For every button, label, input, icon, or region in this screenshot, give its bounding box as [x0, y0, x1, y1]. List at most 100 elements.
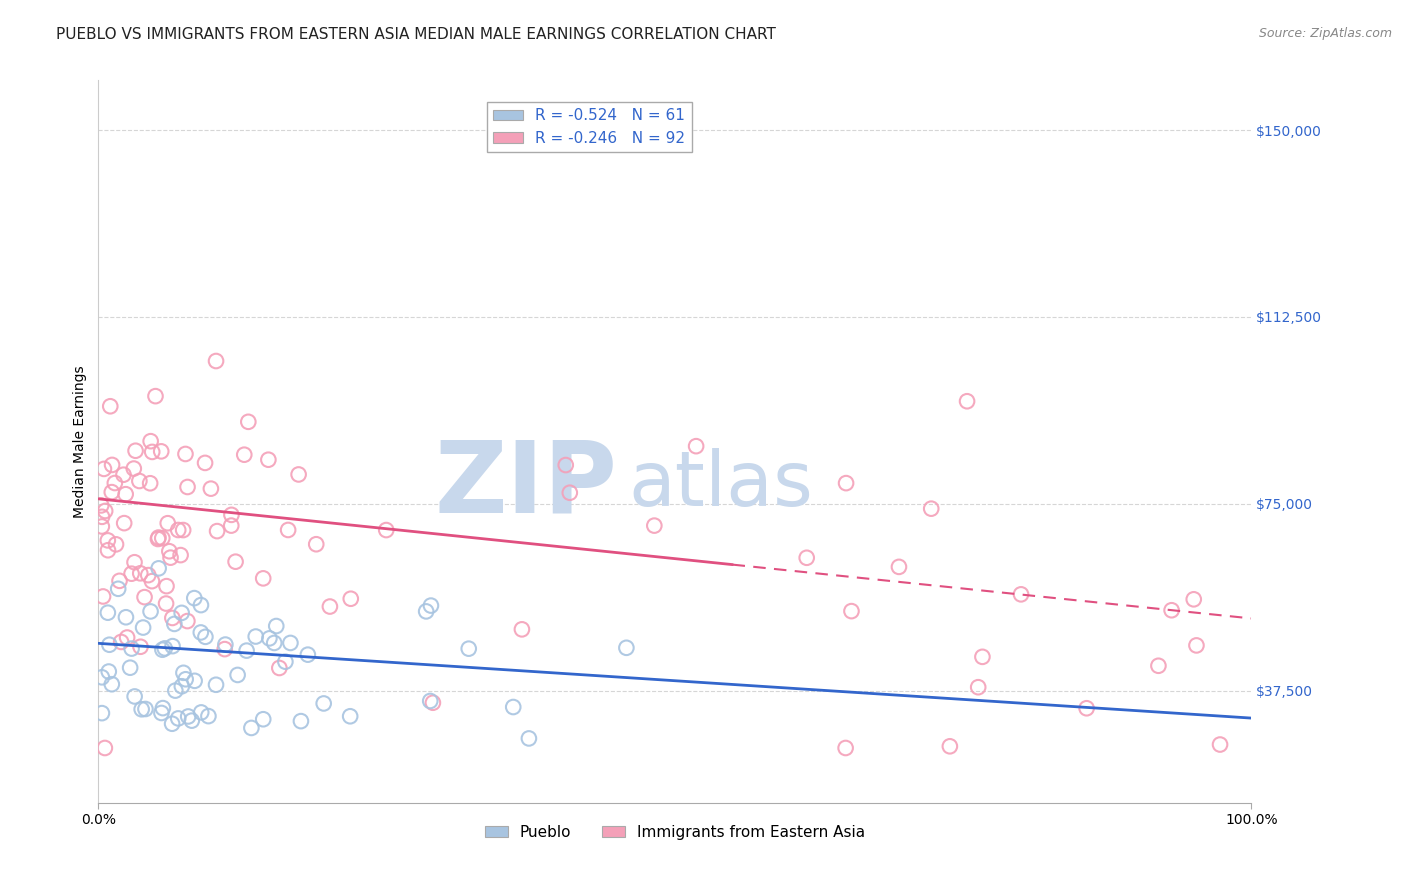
Point — [128, 474, 150, 488]
Point — [170, 606, 193, 620]
Text: Source: ZipAtlas.com: Source: ZipAtlas.com — [1258, 27, 1392, 40]
Point — [148, 531, 170, 545]
Point — [153, 641, 176, 656]
Point — [972, 649, 994, 664]
Point — [174, 447, 197, 461]
Point — [1010, 587, 1032, 601]
Point — [558, 485, 581, 500]
Point — [1147, 658, 1170, 673]
Point — [163, 616, 186, 631]
Point — [419, 599, 441, 613]
Point — [1076, 701, 1098, 715]
Point — [643, 518, 665, 533]
Point — [107, 582, 129, 596]
Point — [112, 516, 135, 530]
Point — [90, 670, 112, 684]
Point — [112, 467, 135, 482]
Point — [290, 714, 312, 728]
Point — [170, 679, 193, 693]
Point — [510, 623, 533, 637]
Point — [172, 523, 194, 537]
Point — [90, 499, 112, 513]
Point — [104, 475, 127, 490]
Point — [90, 519, 112, 533]
Point — [165, 683, 187, 698]
Y-axis label: Median Male Earnings: Median Male Earnings — [73, 365, 87, 518]
Point — [129, 566, 152, 581]
Point — [197, 709, 219, 723]
Point — [194, 456, 217, 470]
Point — [129, 640, 152, 654]
Point — [139, 476, 162, 491]
Point — [152, 701, 174, 715]
Point — [1209, 738, 1232, 752]
Point — [155, 597, 177, 611]
Point — [136, 568, 159, 582]
Point — [190, 706, 212, 720]
Point — [200, 482, 222, 496]
Point — [150, 531, 173, 545]
Point — [101, 485, 124, 500]
Point — [264, 619, 287, 633]
Point — [120, 661, 142, 675]
Point — [457, 641, 479, 656]
Point — [177, 709, 200, 723]
Point — [98, 399, 121, 413]
Point — [219, 518, 242, 533]
Point — [110, 635, 132, 649]
Legend: Pueblo, Immigrants from Eastern Asia: Pueblo, Immigrants from Eastern Asia — [478, 819, 872, 846]
Point — [375, 523, 398, 537]
Point — [124, 690, 146, 704]
Point — [920, 501, 942, 516]
Point — [221, 508, 243, 522]
Point — [887, 560, 910, 574]
Point — [150, 706, 173, 720]
Point — [176, 614, 198, 628]
Point — [121, 566, 143, 581]
Point — [259, 632, 281, 646]
Point — [841, 604, 863, 618]
Point — [93, 462, 115, 476]
Point — [121, 641, 143, 656]
Point — [91, 590, 114, 604]
Point — [263, 636, 285, 650]
Point — [174, 673, 197, 687]
Point — [939, 739, 962, 754]
Point — [517, 731, 540, 746]
Point — [162, 611, 184, 625]
Point — [339, 709, 361, 723]
Point — [277, 523, 299, 537]
Point — [122, 461, 145, 475]
Point — [152, 642, 174, 657]
Point — [287, 467, 309, 482]
Point — [148, 561, 170, 575]
Point — [162, 639, 184, 653]
Point — [105, 537, 128, 551]
Point — [502, 700, 524, 714]
Point — [312, 697, 335, 711]
Point — [834, 741, 856, 756]
Point — [1182, 592, 1205, 607]
Point — [269, 661, 291, 675]
Point — [94, 504, 117, 518]
Point — [160, 716, 183, 731]
Point — [319, 599, 342, 614]
Point — [124, 443, 146, 458]
Point — [132, 621, 155, 635]
Point — [214, 642, 236, 657]
Point — [101, 677, 124, 691]
Point — [967, 680, 990, 694]
Point — [134, 702, 156, 716]
Point — [205, 678, 228, 692]
Point — [150, 444, 173, 458]
Point — [157, 544, 180, 558]
Point — [155, 579, 177, 593]
Point — [146, 532, 169, 546]
Point — [145, 389, 167, 403]
Point — [297, 648, 319, 662]
Point — [90, 706, 112, 720]
Point — [115, 610, 138, 624]
Point — [124, 555, 146, 569]
Point — [225, 555, 247, 569]
Point — [114, 487, 136, 501]
